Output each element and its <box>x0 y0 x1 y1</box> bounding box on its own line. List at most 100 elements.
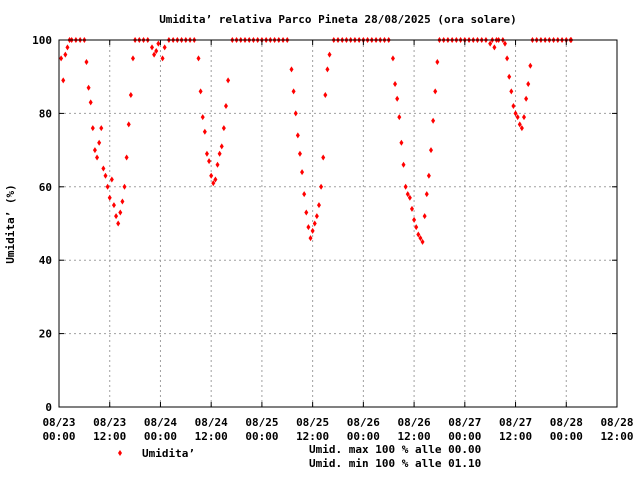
data-point <box>219 143 224 150</box>
chart-title: Umidita’ relativa Parco Pineta 28/08/202… <box>159 13 517 26</box>
data-point <box>101 165 106 172</box>
min-humidity-annotation: Umid. min 100 % alle 01.10 <box>309 457 481 470</box>
data-point <box>399 139 404 146</box>
x-tick-date-label: 08/23 <box>42 416 75 429</box>
data-point <box>393 81 398 88</box>
data-point <box>152 51 157 58</box>
data-point <box>202 128 207 135</box>
data-point <box>130 55 135 62</box>
x-tick-date-label: 08/27 <box>499 416 532 429</box>
data-point <box>111 202 116 209</box>
data-point <box>526 81 531 88</box>
legend-marker-icon <box>118 450 122 456</box>
data-point <box>488 40 493 47</box>
data-point <box>221 125 226 132</box>
x-tick-time-label: 12:00 <box>499 430 532 443</box>
y-tick-label: 100 <box>32 34 52 47</box>
data-point <box>401 161 406 168</box>
data-point <box>162 44 167 51</box>
data-point <box>99 125 104 132</box>
data-point <box>312 220 317 227</box>
data-point <box>524 95 529 102</box>
data-point <box>297 150 302 157</box>
data-point <box>492 44 497 51</box>
data-point <box>97 139 102 146</box>
data-point <box>109 176 114 183</box>
x-tick-time-label: 12:00 <box>195 430 228 443</box>
data-point <box>511 103 516 110</box>
data-point <box>321 154 326 161</box>
x-tick-date-label: 08/24 <box>144 416 177 429</box>
data-point <box>103 172 108 179</box>
data-point <box>122 183 127 190</box>
data-point <box>502 40 507 47</box>
x-tick-time-label: 12:00 <box>296 430 329 443</box>
data-point <box>505 55 510 62</box>
x-tick-time-label: 12:00 <box>398 430 431 443</box>
x-tick-date-label: 08/25 <box>296 416 329 429</box>
data-point <box>105 183 110 190</box>
x-tick-time-label: 00:00 <box>144 430 177 443</box>
data-point <box>515 114 520 121</box>
x-tick-time-label: 00:00 <box>448 430 481 443</box>
data-point <box>209 172 214 179</box>
data-point <box>325 66 330 73</box>
data-point <box>223 103 228 110</box>
data-point <box>517 121 522 128</box>
x-tick-date-label: 08/24 <box>195 416 228 429</box>
y-axis-label: Umidita’ (%) <box>4 184 17 263</box>
data-point <box>95 154 100 161</box>
data-point <box>200 114 205 121</box>
y-tick-label: 60 <box>39 181 52 194</box>
data-point <box>308 235 313 242</box>
data-point <box>207 158 212 165</box>
data-point <box>295 132 300 139</box>
data-point <box>414 224 419 231</box>
x-tick-time-label: 12:00 <box>600 430 633 443</box>
data-point <box>422 213 427 220</box>
y-tick-label: 0 <box>45 401 52 414</box>
y-tick-label: 20 <box>39 328 52 341</box>
data-point <box>211 180 216 187</box>
y-axis-ticks: 0 20 40 60 80 100 <box>32 34 617 414</box>
data-point <box>522 114 526 121</box>
data-point <box>426 172 431 179</box>
data-point <box>390 55 395 62</box>
data-point <box>405 191 410 198</box>
legend: Umidita’ <box>118 447 195 460</box>
data-point <box>310 227 315 234</box>
data-point <box>431 117 436 124</box>
data-point <box>65 44 70 51</box>
x-tick-date-label: 08/25 <box>245 416 278 429</box>
x-axis-ticks: 08/2300:0008/2312:0008/2400:0008/2412:00… <box>42 40 634 443</box>
x-tick-date-label: 08/28 <box>550 416 583 429</box>
data-point <box>306 224 311 231</box>
data-point <box>327 51 332 58</box>
x-tick-date-label: 08/23 <box>93 416 126 429</box>
data-point <box>116 220 121 227</box>
data-point <box>196 55 201 62</box>
data-point <box>528 62 533 69</box>
data-point <box>304 209 309 216</box>
data-point <box>204 150 209 157</box>
data-point <box>88 99 93 106</box>
data-point <box>213 176 218 183</box>
plot-frame <box>58 39 618 408</box>
data-point <box>412 216 417 223</box>
data-point <box>509 88 514 95</box>
grid <box>59 40 617 407</box>
legend-label: Umidita’ <box>142 447 195 460</box>
data-point <box>126 121 131 128</box>
data-point <box>424 191 429 198</box>
data-point <box>198 88 203 95</box>
data-point <box>433 88 438 95</box>
data-point <box>409 205 414 212</box>
data-point <box>150 44 154 51</box>
data-point <box>513 110 518 117</box>
data-point <box>92 147 97 154</box>
data-point <box>323 92 328 99</box>
data-point <box>61 77 66 84</box>
data-point <box>429 147 433 154</box>
x-tick-time-label: 12:00 <box>93 430 126 443</box>
